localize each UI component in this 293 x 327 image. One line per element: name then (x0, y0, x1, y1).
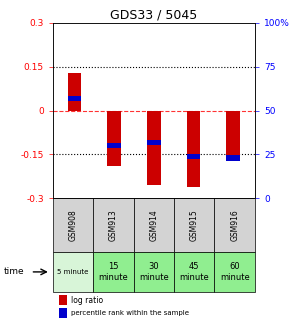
Bar (147, 140, 161, 145)
Bar (93, 198, 134, 251)
Bar (68, 96, 81, 101)
Text: percentile rank within the sample: percentile rank within the sample (71, 310, 189, 317)
Bar (214, 251, 255, 292)
Text: GSM914: GSM914 (149, 209, 158, 241)
Title: GDS33 / 5045: GDS33 / 5045 (110, 9, 197, 22)
Text: 60
minute: 60 minute (220, 262, 250, 282)
Bar (134, 198, 174, 251)
Bar (107, 111, 121, 166)
Text: GSM908: GSM908 (69, 209, 77, 241)
Text: GSM915: GSM915 (190, 209, 199, 241)
Text: GSM913: GSM913 (109, 209, 118, 241)
Text: time: time (4, 267, 25, 276)
Bar (226, 111, 240, 157)
Bar (59, 295, 67, 305)
Bar (134, 251, 174, 292)
Bar (53, 251, 93, 292)
Bar (53, 198, 93, 251)
Text: 5 minute: 5 minute (57, 269, 89, 275)
Bar (147, 111, 161, 185)
Bar (59, 308, 67, 318)
Bar (68, 73, 81, 111)
Text: 15
minute: 15 minute (98, 262, 128, 282)
Bar (93, 251, 134, 292)
Bar (214, 198, 255, 251)
Bar (174, 198, 214, 251)
Text: 30
minute: 30 minute (139, 262, 169, 282)
Text: log ratio: log ratio (71, 296, 103, 305)
Text: GSM916: GSM916 (230, 209, 239, 241)
Bar (226, 155, 240, 161)
Bar (107, 143, 121, 148)
Bar (187, 154, 200, 159)
Bar (174, 251, 214, 292)
Text: 45
minute: 45 minute (179, 262, 209, 282)
Bar (187, 111, 200, 187)
